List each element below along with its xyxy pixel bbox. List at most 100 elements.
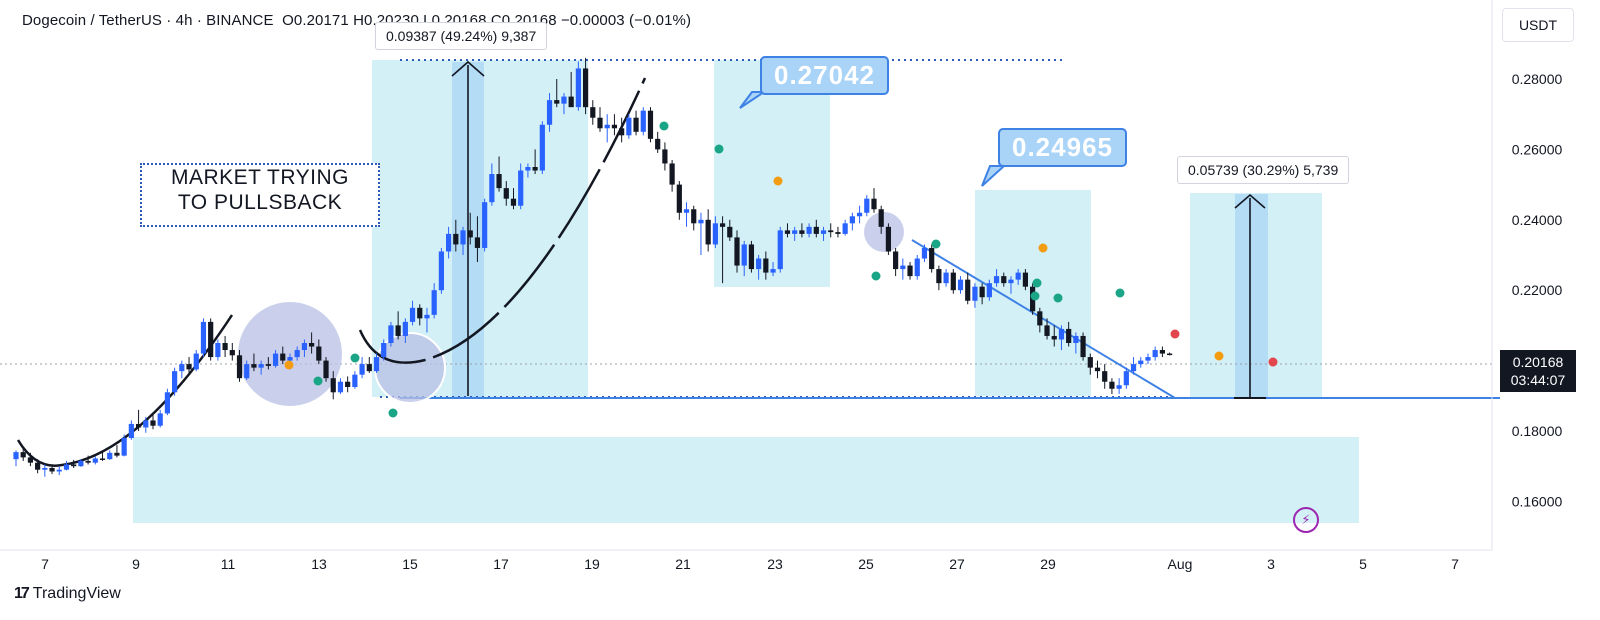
candle-body <box>1051 335 1057 340</box>
signal-dot <box>1115 288 1125 298</box>
y-tick-label: 0.24000 <box>1512 212 1563 228</box>
candle-body <box>748 244 755 270</box>
candle-body <box>712 223 718 245</box>
candle-body <box>820 230 827 234</box>
candle-body <box>604 124 610 129</box>
x-tick-label: 17 <box>493 556 509 572</box>
price-callout-1: 0.27042 <box>760 56 889 95</box>
candle-body <box>150 420 156 426</box>
candle-body <box>381 343 387 358</box>
symbol-label[interactable]: Dogecoin / TetherUS · 4h · BINANCE <box>22 12 274 29</box>
price-callout-2: 0.24965 <box>998 128 1127 167</box>
flash-icon[interactable]: ⚡ <box>1293 507 1319 533</box>
bar-countdown: 03:44:07 <box>1510 372 1566 388</box>
candle-body <box>42 467 48 470</box>
candle-body <box>1008 279 1014 284</box>
signal-dot <box>714 144 724 154</box>
candle-body <box>431 290 437 315</box>
candle-body <box>741 244 747 266</box>
candle-body <box>734 237 740 266</box>
measure-column-2 <box>1235 194 1268 397</box>
x-tick-label: 13 <box>311 556 327 572</box>
signal-dot <box>871 271 881 281</box>
candle-body <box>301 343 307 351</box>
candle-body <box>366 364 372 372</box>
candle-body <box>972 286 978 301</box>
signal-dot <box>284 360 294 370</box>
candle-body <box>1152 350 1158 358</box>
candle-body <box>409 307 416 322</box>
candle-body <box>993 276 1000 284</box>
x-tick-label: 7 <box>1451 556 1459 572</box>
x-tick-label: 3 <box>1267 556 1275 572</box>
candle-body <box>806 226 812 234</box>
candle-body <box>71 464 77 467</box>
descending-trendline <box>911 239 1176 399</box>
candle-body <box>1073 335 1079 343</box>
candle-body <box>597 117 603 129</box>
candle-body <box>619 128 625 136</box>
candle-body <box>518 170 524 206</box>
candle-body <box>957 279 964 291</box>
x-tick-label: 9 <box>132 556 140 572</box>
candle-body <box>99 458 106 460</box>
signal-dot <box>931 239 941 249</box>
candle-body <box>49 467 55 472</box>
candle-body <box>172 371 178 393</box>
candle-body <box>914 258 920 277</box>
candle-body <box>1015 272 1021 280</box>
candle-body <box>229 350 235 356</box>
currency-unit-button[interactable]: USDT <box>1502 8 1574 42</box>
candle-body <box>56 469 62 472</box>
candle-body <box>489 174 495 203</box>
candle-body <box>388 325 394 343</box>
candle-body <box>1123 371 1129 386</box>
candle-body <box>1116 385 1122 389</box>
candle-body <box>222 343 228 351</box>
candle-body <box>864 198 870 213</box>
candle-body <box>417 307 423 319</box>
candle-body <box>655 138 661 150</box>
candle-body <box>669 163 675 185</box>
candle-body <box>496 174 502 189</box>
measure-arrowhead-2 <box>1234 193 1266 209</box>
candle-body <box>373 357 380 372</box>
signal-dot <box>1038 243 1048 253</box>
candle-body <box>662 149 668 164</box>
signal-dot <box>350 353 360 363</box>
candle-body <box>878 209 884 227</box>
candle-body <box>1159 350 1165 354</box>
candle-body <box>1058 328 1065 340</box>
candle-body <box>691 209 697 224</box>
candle-body <box>900 265 906 270</box>
candle-body <box>1087 357 1093 368</box>
candle-body <box>979 286 985 298</box>
signal-dot <box>773 176 783 186</box>
candle-body <box>215 343 221 358</box>
candle-body <box>856 212 863 217</box>
candle-body <box>294 350 300 358</box>
candle-body <box>323 360 329 379</box>
x-tick-label: 15 <box>402 556 418 572</box>
chart-header: Dogecoin / TetherUS · 4h · BINANCE O0.20… <box>22 12 691 29</box>
x-tick-label: 27 <box>949 556 965 572</box>
signal-dot <box>1030 291 1040 301</box>
candle-body <box>1130 364 1137 372</box>
demand-zone-box <box>133 437 1359 523</box>
candle-body <box>265 364 271 366</box>
candle-body <box>446 233 452 252</box>
candle-body <box>756 258 762 270</box>
candle-body <box>107 452 113 460</box>
x-tick-label: 29 <box>1040 556 1056 572</box>
candle-body <box>893 251 899 270</box>
candle-body <box>208 321 214 358</box>
candle-body <box>1066 328 1072 343</box>
callout-pointer-2 <box>981 165 1007 187</box>
candle-body <box>1145 357 1151 361</box>
signal-dot <box>1053 293 1063 303</box>
x-tick-label: Aug <box>1168 556 1193 572</box>
candle-body <box>943 272 949 284</box>
x-tick-label: 23 <box>767 556 783 572</box>
candle-body <box>885 226 892 252</box>
